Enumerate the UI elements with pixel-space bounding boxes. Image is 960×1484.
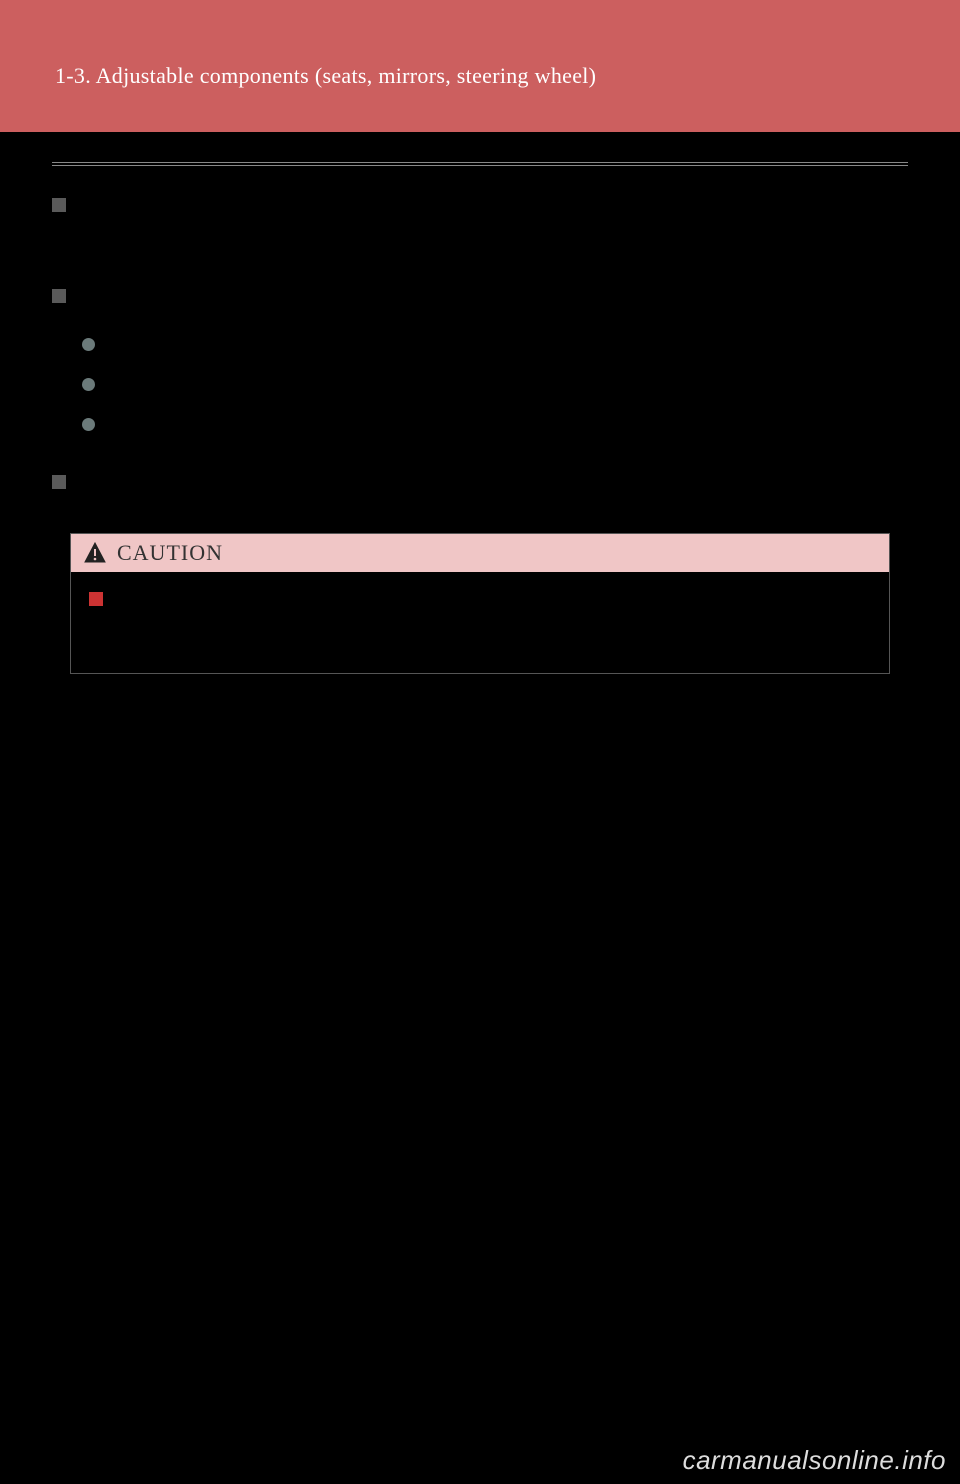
section-body: Pull the head restraint up while pressin… xyxy=(74,471,908,503)
circle-bullet-icon xyxy=(82,418,95,431)
list-item: The shift lever is in R. xyxy=(74,365,908,405)
page-header: 1-3. Adjustable components (seats, mirro… xyxy=(0,0,960,132)
red-square-icon xyxy=(89,592,103,606)
circle-bullet-icon xyxy=(82,378,95,391)
list-item: The "ENGINE START STOP" switch is in IGN… xyxy=(74,325,908,365)
header-title: 1-3. Adjustable components (seats, mirro… xyxy=(55,63,596,89)
section-item: Pull the head restraint up while pressin… xyxy=(52,471,908,503)
watermark: carmanualsonline.info xyxy=(683,1445,946,1476)
caution-body: Do not adjust the steering wheel while d… xyxy=(71,572,889,673)
square-bullet-icon xyxy=(52,198,66,212)
caution-label: CAUTION xyxy=(117,540,223,566)
circle-bullet-icon xyxy=(82,338,95,351)
caution-box: CAUTION Do not adjust the steering wheel… xyxy=(70,533,890,674)
list-item: The rear sunshade is in the raised posit… xyxy=(74,405,908,445)
page-content: When the occupant's lower back presses a… xyxy=(0,132,960,674)
section-body: When the occupant's lower back presses a… xyxy=(74,194,908,259)
bullet-text: The "ENGINE START STOP" switch is in IGN… xyxy=(104,334,603,355)
bullet-text: The rear sunshade is in the raised posit… xyxy=(104,414,428,435)
section-body: Always raise the head restraint one leve… xyxy=(74,285,908,317)
bullet-text: The shift lever is in R. xyxy=(104,374,274,395)
caution-header: CAUTION xyxy=(71,534,889,572)
horizontal-rule xyxy=(52,162,908,166)
caution-item: Do not adjust the steering wheel while d… xyxy=(87,588,873,649)
square-bullet-icon xyxy=(52,475,66,489)
bullet-list: The "ENGINE START STOP" switch is in IGN… xyxy=(74,325,908,445)
section-item: When the occupant's lower back presses a… xyxy=(52,194,908,259)
warning-icon xyxy=(83,541,107,565)
caution-text: Do not adjust the steering wheel while d… xyxy=(115,588,873,649)
section-item: Always raise the head restraint one leve… xyxy=(52,285,908,445)
square-bullet-icon xyxy=(52,289,66,303)
